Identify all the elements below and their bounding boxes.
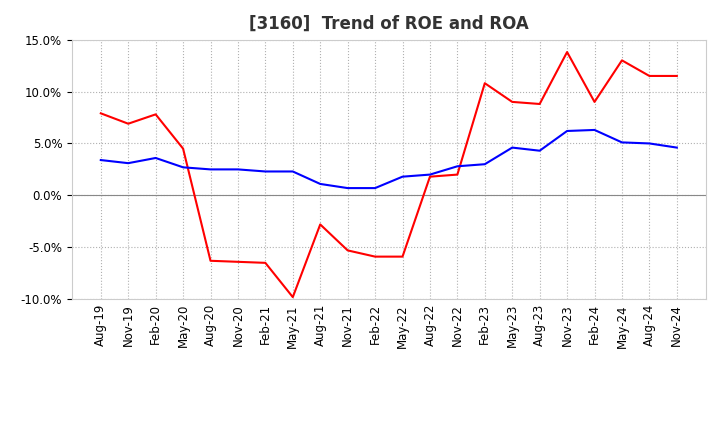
ROE [289,294,297,300]
ROE [618,58,626,63]
ROA [590,127,599,132]
ROA [371,185,379,191]
Title: [3160]  Trend of ROE and ROA: [3160] Trend of ROE and ROA [249,15,528,33]
ROA [645,141,654,146]
ROE [453,172,462,177]
ROE [206,258,215,264]
ROE [343,248,352,253]
ROE [179,146,187,151]
ROA [316,181,325,187]
ROA [343,185,352,191]
ROA [179,165,187,170]
ROE [508,99,516,105]
ROE [124,121,132,126]
ROA [96,158,105,163]
ROE [480,81,489,86]
ROE [233,259,242,264]
ROE [426,174,434,180]
ROA [233,167,242,172]
ROA [398,174,407,180]
ROE [398,254,407,259]
ROA [536,148,544,154]
ROE [151,112,160,117]
Line: ROA: ROA [101,130,677,188]
ROE [672,73,681,79]
ROE [371,254,379,259]
ROA [508,145,516,150]
ROE [261,260,270,265]
ROA [672,145,681,150]
ROA [124,161,132,166]
ROE [536,101,544,106]
ROA [426,172,434,177]
ROA [151,155,160,161]
ROA [618,140,626,145]
ROA [206,167,215,172]
ROA [480,161,489,167]
ROA [261,169,270,174]
Line: ROE: ROE [101,52,677,297]
ROE [590,99,599,105]
ROE [316,222,325,227]
ROA [563,128,572,134]
ROA [289,169,297,174]
ROE [96,111,105,116]
ROE [563,49,572,55]
ROE [645,73,654,79]
ROA [453,164,462,169]
